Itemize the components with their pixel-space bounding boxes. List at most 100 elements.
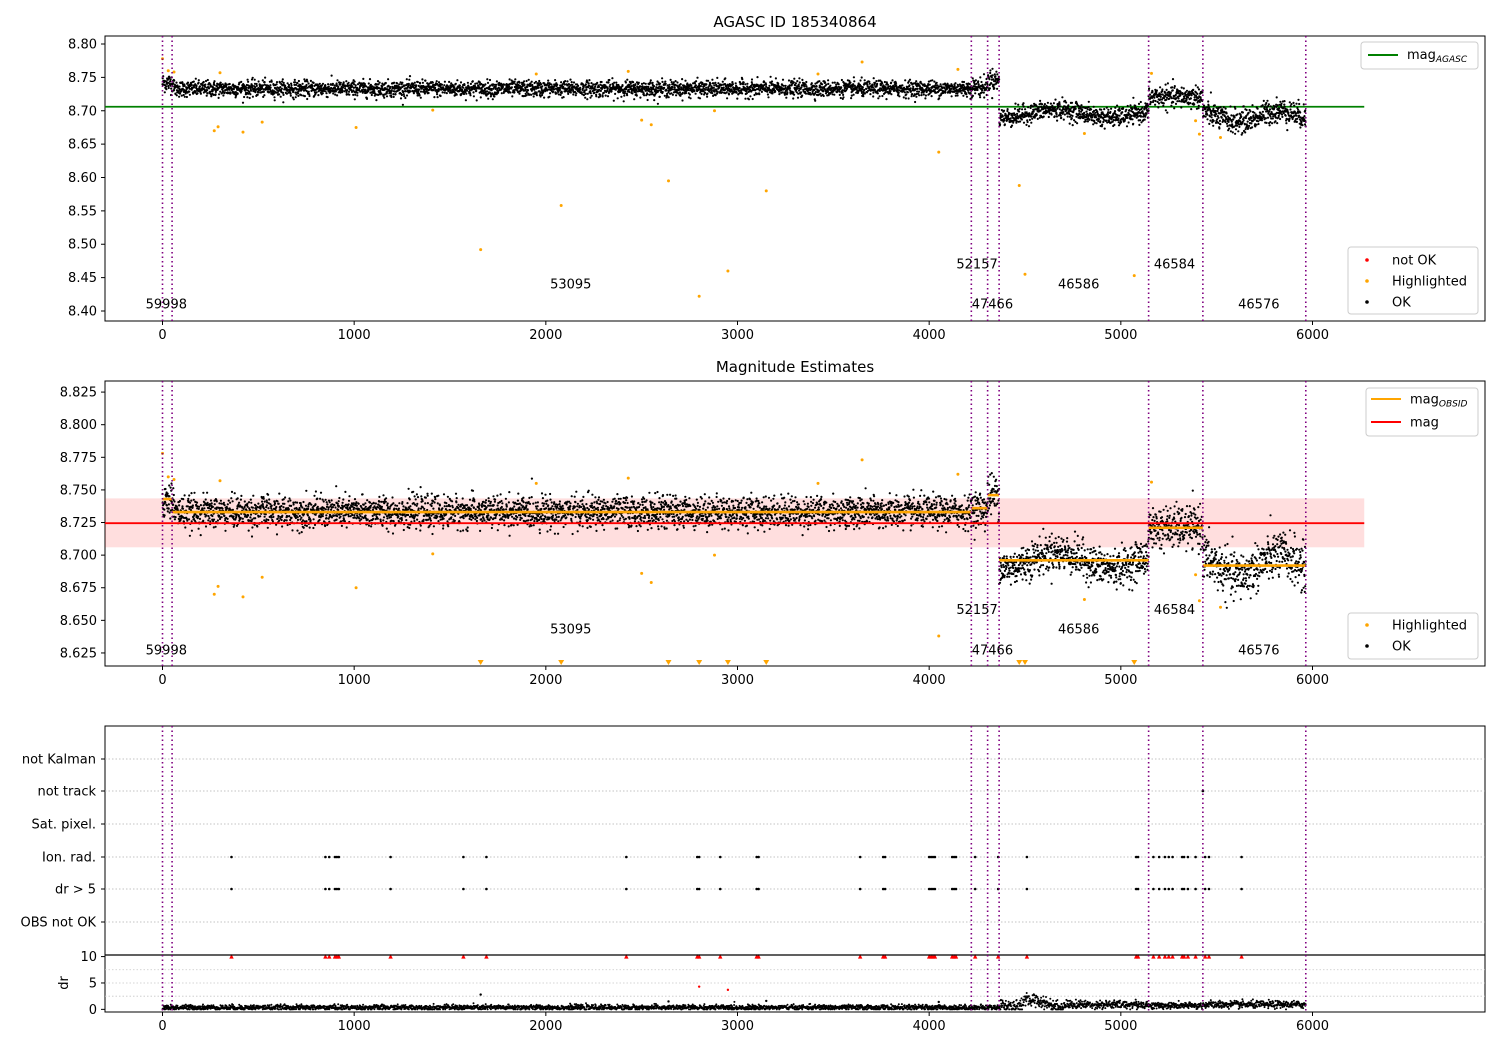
ok-point <box>592 83 595 86</box>
ok-point <box>306 80 309 83</box>
ok-point <box>1201 91 1204 94</box>
ok-point <box>421 78 424 81</box>
ok-point <box>634 83 637 86</box>
ok-point <box>792 91 795 94</box>
ok-point <box>1108 120 1111 123</box>
ok-point <box>1280 102 1283 105</box>
ok-point <box>749 95 752 98</box>
ok-point <box>1260 119 1264 122</box>
ok-point <box>977 83 980 86</box>
ok-point <box>1063 113 1066 116</box>
ok-point <box>1001 115 1004 118</box>
ok-point <box>661 90 664 94</box>
ok-point <box>1204 107 1207 111</box>
ok-point <box>792 81 795 84</box>
ok-point <box>1008 112 1012 115</box>
ok-point <box>1102 120 1105 124</box>
ok-point <box>918 94 921 97</box>
ok-point <box>1047 115 1050 119</box>
ok-point <box>954 82 957 85</box>
ok-point <box>508 78 511 81</box>
highlighted-point <box>726 269 730 273</box>
ok-point <box>249 93 252 96</box>
ok-point <box>1295 120 1298 123</box>
ok-point <box>916 87 919 90</box>
ok-point <box>1232 118 1235 121</box>
ok-point <box>611 77 614 80</box>
ok-point <box>423 92 426 95</box>
ok-point <box>1276 104 1279 107</box>
ok-point <box>367 82 370 85</box>
ok-point <box>1041 103 1044 106</box>
ok-point <box>639 96 642 99</box>
ok-point <box>465 92 468 95</box>
ok-point <box>214 93 217 96</box>
ok-point <box>334 93 337 96</box>
ok-point <box>472 91 475 94</box>
ok-point <box>1113 123 1116 126</box>
ok-point <box>766 93 770 96</box>
ok-point <box>290 84 293 87</box>
ok-point <box>370 93 373 97</box>
ok-point <box>711 78 714 81</box>
ok-point <box>1132 96 1135 99</box>
ok-point <box>1161 88 1164 91</box>
ok-point <box>883 80 887 84</box>
ok-point <box>466 81 469 84</box>
ok-point <box>279 95 282 98</box>
ok-point <box>1256 107 1259 110</box>
ok-point <box>204 83 207 86</box>
ok-point <box>1277 114 1280 117</box>
ok-point <box>392 93 395 96</box>
ok-point <box>345 91 348 94</box>
ok-point <box>957 85 960 88</box>
ok-point <box>379 89 382 93</box>
ok-point <box>347 81 350 84</box>
ok-point <box>293 81 297 84</box>
ok-point <box>1070 101 1074 104</box>
ok-point <box>1058 101 1061 104</box>
ok-point <box>793 93 796 96</box>
ok-point <box>1197 107 1200 110</box>
ok-point <box>572 93 575 96</box>
ok-point <box>228 82 231 86</box>
ok-point <box>256 93 259 96</box>
ok-point <box>1218 127 1221 130</box>
ok-point <box>297 94 300 97</box>
ok-point <box>1272 115 1275 118</box>
ok-point <box>1002 109 1006 112</box>
ok-point <box>240 80 243 83</box>
ok-point <box>663 86 666 89</box>
ok-point <box>604 94 607 97</box>
ok-point <box>309 79 312 82</box>
ok-point <box>543 96 546 99</box>
ok-point <box>760 90 764 93</box>
ok-point <box>455 93 458 96</box>
ok-point <box>805 80 808 84</box>
ok-point <box>418 88 421 91</box>
ok-point <box>897 91 900 94</box>
ok-point <box>1090 108 1093 111</box>
ok-point <box>706 92 709 95</box>
ok-point <box>998 78 1001 81</box>
ok-point <box>541 85 544 88</box>
ok-point <box>814 90 818 94</box>
ok-point <box>305 78 308 81</box>
ok-point <box>756 76 759 79</box>
ok-point <box>1286 129 1289 132</box>
ok-point <box>1266 99 1269 102</box>
ok-point <box>922 93 925 96</box>
ok-point <box>253 78 256 81</box>
ok-point <box>885 98 888 101</box>
ok-point <box>192 80 195 83</box>
ok-point <box>526 89 530 92</box>
ok-point <box>301 82 304 85</box>
ok-point <box>889 90 892 93</box>
ok-point <box>238 81 241 84</box>
ok-point <box>1285 122 1288 125</box>
ok-point <box>1242 105 1245 108</box>
ok-point <box>1185 89 1189 92</box>
ok-point <box>232 88 235 91</box>
ok-point <box>327 83 330 86</box>
ok-point <box>436 96 439 99</box>
